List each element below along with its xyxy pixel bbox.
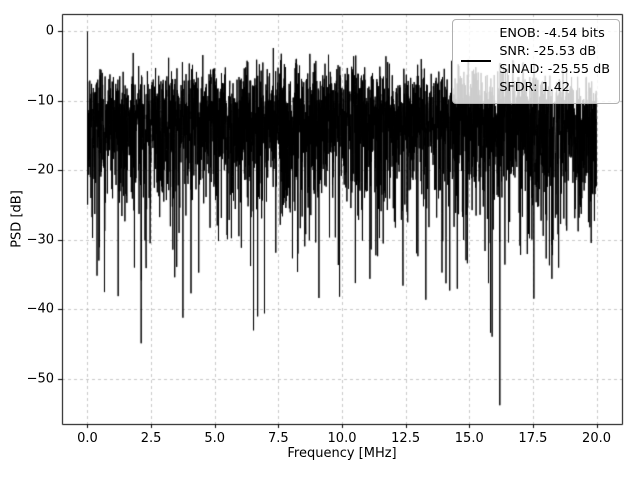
legend-snr-value: SNR: -25.53 dB bbox=[499, 44, 597, 60]
x-tick-label: 10.0 bbox=[327, 431, 357, 446]
x-tick-label: 5.0 bbox=[204, 431, 226, 446]
x-tick-label: 12.5 bbox=[391, 431, 421, 446]
x-tick-label: 20.0 bbox=[582, 431, 612, 446]
x-tick-label: 0.0 bbox=[77, 431, 98, 446]
y-tick-label: −30 bbox=[26, 232, 54, 248]
x-axis-label: Frequency [MHz] bbox=[287, 446, 397, 461]
y-tick-label: −40 bbox=[26, 301, 54, 317]
y-axis-label: PSD [dB] bbox=[9, 190, 25, 248]
x-tick-label: 17.5 bbox=[518, 431, 548, 446]
x-tick-label: 15.0 bbox=[454, 431, 484, 446]
legend-box: ENOB: -4.54 bits SNR: -25.53 dB SINAD: -… bbox=[452, 19, 620, 104]
y-tick-label: 0 bbox=[45, 23, 54, 39]
y-tick-label: −50 bbox=[26, 371, 54, 387]
legend-sfdr-value: SFDR: 1.42 bbox=[499, 80, 571, 96]
y-tick-label: −10 bbox=[26, 93, 54, 109]
y-tick-label: −20 bbox=[26, 162, 54, 178]
x-tick-label: 7.5 bbox=[268, 431, 289, 446]
legend-text: ENOB: -4.54 bits SNR: -25.53 dB SINAD: -… bbox=[499, 25, 610, 98]
legend-sinad-value: SINAD: -25.55 dB bbox=[499, 62, 610, 78]
legend-line-sample-icon bbox=[461, 60, 492, 63]
x-tick-label: 2.5 bbox=[140, 431, 162, 446]
legend-enob-value: ENOB: -4.54 bits bbox=[499, 26, 605, 41]
